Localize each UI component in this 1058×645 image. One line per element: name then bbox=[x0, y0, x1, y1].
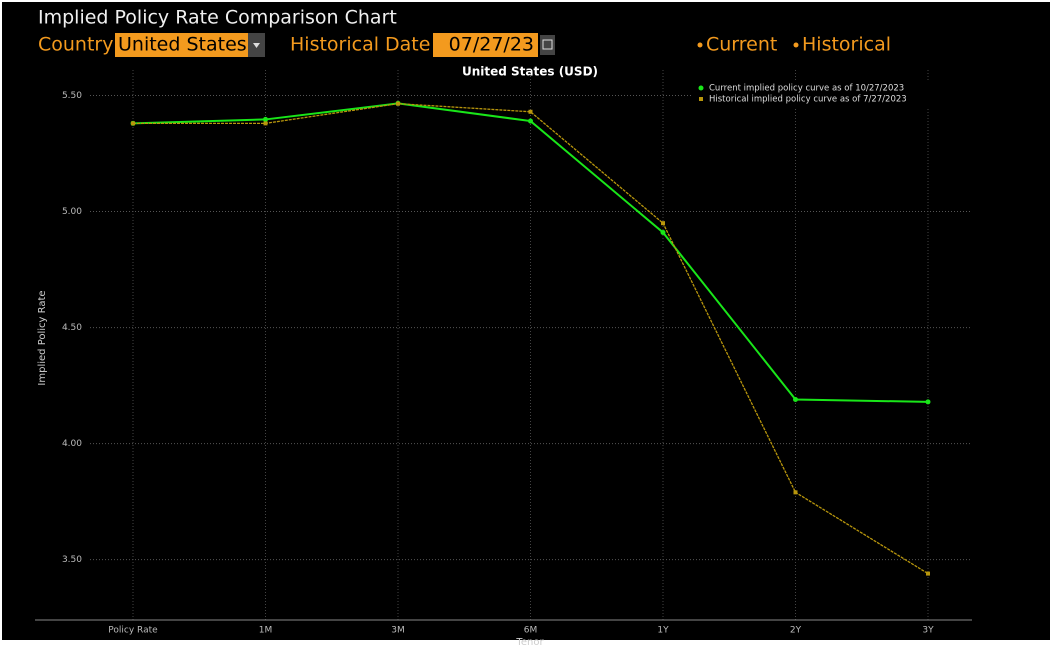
chart: United States (USD) Implied Policy Rate … bbox=[37, 65, 598, 645]
date-label: Historical Date bbox=[290, 34, 430, 56]
background bbox=[2, 2, 1050, 640]
marker bbox=[661, 221, 665, 226]
marker bbox=[925, 399, 931, 405]
x-tick-label: 1M bbox=[259, 626, 273, 636]
marker bbox=[793, 397, 798, 403]
marker bbox=[131, 121, 135, 126]
legend-swatch bbox=[698, 85, 704, 91]
marker bbox=[263, 116, 268, 122]
chart-title: United States (USD) bbox=[462, 65, 598, 79]
legend-entry: Historical implied policy curve as of 7/… bbox=[709, 95, 907, 105]
country-dropdown[interactable] bbox=[115, 33, 248, 57]
legend-entry: Current implied policy curve as of 10/27… bbox=[709, 84, 904, 94]
page-title: Implied Policy Rate Comparison Chart bbox=[38, 7, 397, 29]
y-tick-label: 4.50 bbox=[62, 323, 82, 333]
legend-swatch bbox=[697, 42, 703, 48]
marker bbox=[660, 229, 666, 235]
legend-swatch bbox=[699, 97, 703, 101]
country-value[interactable]: United States bbox=[118, 34, 247, 56]
legend-swatch bbox=[793, 42, 799, 48]
calendar-icon bbox=[542, 39, 553, 50]
x-tick-label: 3M bbox=[391, 626, 405, 636]
legend-label: Current bbox=[706, 34, 777, 56]
calendar-button[interactable] bbox=[540, 35, 555, 55]
y-tick-label: 5.00 bbox=[62, 207, 82, 217]
date-value[interactable]: 07/27/23 bbox=[449, 34, 534, 56]
y-tick-label: 3.50 bbox=[62, 555, 82, 565]
y-tick-label: 5.50 bbox=[62, 91, 82, 101]
marker bbox=[396, 101, 400, 106]
country-label: Country bbox=[38, 34, 113, 56]
y-tick-label: 4.00 bbox=[62, 439, 82, 449]
dropdown-arrow bbox=[253, 43, 260, 48]
date-input[interactable] bbox=[433, 33, 538, 57]
x-tick-label: 6M bbox=[524, 626, 538, 636]
marker bbox=[263, 121, 268, 126]
marker bbox=[528, 118, 533, 124]
legend-label: Historical bbox=[802, 34, 891, 56]
marker bbox=[926, 571, 930, 576]
marker bbox=[793, 490, 798, 495]
marker bbox=[528, 109, 533, 114]
y-axis-label: Implied Policy Rate bbox=[37, 290, 48, 385]
x-tick-label: 2Y bbox=[790, 626, 802, 636]
x-axis-label: Tenor bbox=[515, 637, 544, 645]
legend-box bbox=[693, 80, 975, 108]
x-tick-label: 1Y bbox=[657, 626, 669, 636]
x-tick-label: Policy Rate bbox=[108, 626, 158, 636]
x-tick-label: 3Y bbox=[922, 626, 934, 636]
